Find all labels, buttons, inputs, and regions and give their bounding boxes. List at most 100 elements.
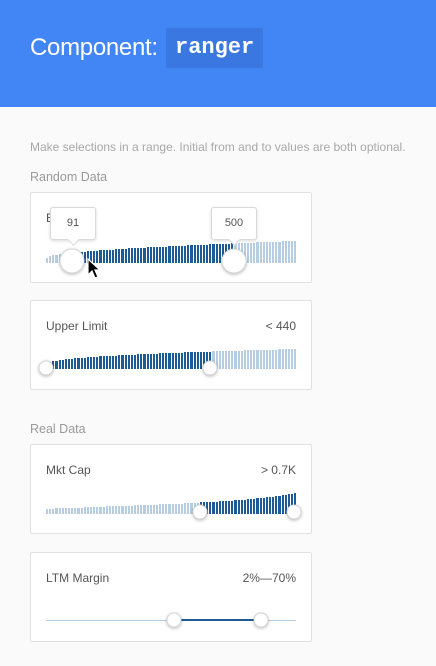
histogram-bar [209, 244, 212, 263]
histogram-bar [218, 244, 221, 263]
mouse-pointer-icon [87, 258, 102, 279]
range-from-handle[interactable] [38, 360, 54, 376]
histogram-bar [55, 508, 58, 514]
histogram-bar [234, 500, 237, 514]
histogram-bar [80, 507, 83, 514]
histogram-bar [146, 504, 149, 514]
histogram-bar [74, 507, 77, 514]
histogram-bar [181, 245, 184, 263]
range-to-handle[interactable] [253, 612, 269, 628]
histogram-bar [89, 251, 93, 263]
histogram-bar [275, 496, 278, 514]
histogram-bar [294, 349, 297, 369]
histogram-bar [265, 242, 268, 263]
histogram-bar [290, 241, 294, 263]
histogram-bar [162, 504, 165, 514]
histogram-bar [71, 358, 74, 369]
histogram-bar [146, 247, 149, 263]
histogram-bar [165, 504, 168, 514]
histogram-bar [262, 497, 265, 514]
histogram-bar [77, 507, 80, 514]
histogram-bar [212, 244, 215, 263]
histogram-bar [118, 249, 121, 263]
ranger-card-ltm-margin: LTM Margin 2%—70% [30, 552, 312, 642]
range-to-handle[interactable] [202, 360, 218, 376]
histogram-bar [184, 503, 187, 514]
histogram-bar [262, 349, 265, 369]
histogram-bar [234, 350, 237, 369]
range-from-handle[interactable] [192, 504, 208, 520]
histogram-bar [162, 246, 165, 263]
histogram-bar [184, 245, 187, 263]
range-to-handle[interactable] [221, 248, 247, 274]
histogram-bar [52, 255, 55, 263]
histogram-bar [177, 245, 181, 263]
range-from-handle[interactable] [166, 612, 182, 628]
histogram-bar [108, 356, 111, 369]
histogram-bar [168, 353, 171, 369]
histogram-bar [137, 248, 140, 263]
histogram-bar [215, 501, 218, 514]
histogram-bar [121, 355, 124, 369]
histogram-bar [152, 247, 155, 263]
histogram-bar [209, 351, 212, 369]
histogram-bar [228, 500, 231, 514]
range-histogram[interactable] [46, 493, 297, 514]
histogram-bar [64, 508, 67, 514]
histogram-bar [284, 349, 287, 369]
range-histogram[interactable] [46, 241, 297, 263]
histogram-bar [111, 506, 115, 514]
histogram-bar [143, 354, 146, 369]
intro-text: Make selections in a range. Initial from… [30, 140, 406, 154]
histogram-bar [80, 357, 83, 369]
histogram-bar [61, 508, 64, 514]
histogram-bar [121, 248, 124, 263]
histogram-bar [159, 246, 162, 263]
range-label: LTM Margin [46, 571, 110, 585]
histogram-bar [287, 241, 290, 263]
histogram-bar [225, 351, 228, 369]
histogram-bar [196, 352, 199, 369]
histogram-bar [115, 506, 118, 514]
histogram-bar [140, 505, 143, 514]
histogram-bar [159, 353, 162, 369]
histogram-bar [133, 505, 137, 514]
histogram-bar [231, 500, 234, 514]
histogram-bar [259, 498, 262, 514]
histogram-bar [240, 499, 243, 514]
histogram-bar [278, 495, 281, 514]
histogram-bar [165, 353, 168, 369]
histogram-bar [155, 504, 159, 514]
histogram-bar [225, 500, 228, 514]
histogram-bar [96, 250, 99, 263]
histogram-bar [130, 354, 133, 369]
histogram-bar [99, 356, 102, 369]
histogram-bar [218, 351, 221, 369]
from-value-tooltip-text: 91 [66, 217, 80, 229]
histogram-bar [89, 507, 93, 514]
range-value: > 0.7K [260, 463, 296, 477]
histogram-bar [140, 354, 143, 369]
histogram-bar [105, 356, 108, 369]
histogram-bar [105, 250, 108, 263]
histogram-bar [86, 357, 89, 369]
histogram-bar [212, 501, 215, 514]
histogram-bar [93, 506, 96, 514]
histogram-bar [259, 242, 262, 263]
histogram-bar [93, 356, 96, 369]
histogram-bar [174, 246, 177, 263]
range-to-handle[interactable] [286, 504, 302, 520]
range-from-handle[interactable] [59, 248, 85, 274]
histogram-bar [203, 351, 206, 369]
histogram-bar [171, 246, 174, 263]
histogram-bar [102, 356, 105, 369]
histogram-bar [61, 359, 64, 369]
histogram-bar [284, 494, 287, 514]
page-title: Component: [30, 34, 158, 61]
histogram-bar [102, 250, 105, 263]
histogram-bar [247, 242, 250, 263]
histogram-bar [281, 241, 284, 263]
range-histogram[interactable] [46, 349, 297, 369]
histogram-bar [83, 357, 86, 369]
histogram-bar [237, 500, 240, 514]
